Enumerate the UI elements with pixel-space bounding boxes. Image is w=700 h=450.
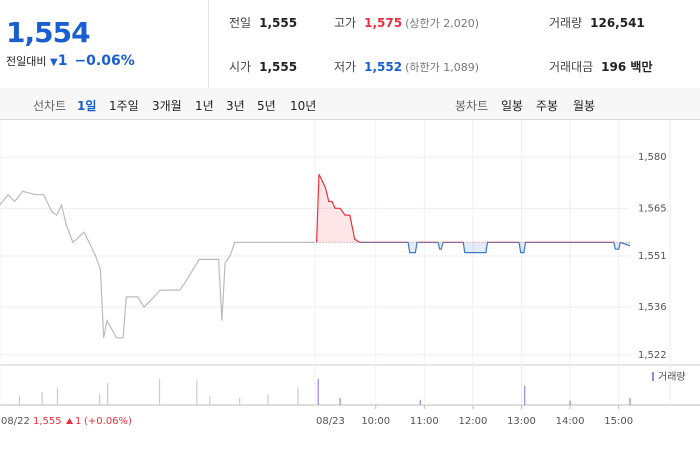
volume-bar [41, 391, 43, 405]
y-tick-label: 1,536 [638, 302, 667, 313]
price-line [0, 190, 315, 339]
volume-bar [158, 378, 161, 405]
stat-label: 저가 [334, 59, 357, 74]
stat-label: 거래대금 [549, 59, 594, 74]
x-tick-label: 10:00 [361, 416, 390, 427]
volume-bar [419, 399, 421, 405]
volume-bar [339, 398, 341, 405]
stat-value: 1,555 [259, 59, 298, 74]
y-tick-label: 1,522 [638, 350, 667, 361]
change-label: 전일대비 [6, 55, 47, 68]
tab-label: 선차트 [33, 99, 67, 113]
price-line-down [316, 242, 631, 254]
volume-bar [209, 396, 211, 405]
stat: 전일 1,555 [229, 14, 297, 31]
change-rate: −0.06% [74, 53, 135, 69]
stat-value: 1,552 [364, 59, 403, 74]
y-tick-label: 1,565 [638, 203, 667, 214]
tab[interactable]: 3년 [226, 99, 245, 113]
change: 전일대비 ▼1 −0.06% [6, 53, 135, 69]
price-line-up [316, 174, 623, 243]
stat-label: 고가 [334, 15, 357, 30]
tab[interactable]: 월봉 [573, 99, 596, 113]
volume-bar [239, 398, 241, 405]
tab[interactable]: 일봉 [501, 99, 524, 113]
x-tick-label: 13:00 [507, 416, 536, 427]
area-down [316, 242, 630, 253]
footer-price: 1,555 [33, 416, 62, 427]
volume-bar [297, 387, 299, 405]
stat-value: 196 백만 [601, 59, 653, 74]
stat-value: 1,575 [364, 15, 403, 30]
footer-rate: (+0.06%) [84, 416, 132, 427]
stat-note: (하한가 1,089) [405, 60, 479, 74]
area-up [316, 174, 630, 243]
price-box: 1,554 전일대비 ▼1 −0.06% [0, 0, 209, 88]
volume-bar [629, 398, 631, 405]
stat-value: 126,541 [590, 15, 645, 30]
tab[interactable]: 1일 [77, 99, 97, 113]
volume-bar [107, 383, 109, 405]
stat: 저가 1,552 (하한가 1,089) [334, 58, 479, 75]
change-value: ▼1 [49, 53, 68, 69]
stat-label: 시가 [229, 59, 252, 74]
volume-bar [524, 385, 526, 405]
tab[interactable]: 10년 [290, 99, 317, 113]
day-label: 08/23 [316, 416, 345, 427]
x-tick-label: 14:00 [556, 416, 585, 427]
volume-bar [317, 378, 319, 405]
day-label: 08/22 [1, 416, 30, 427]
y-tick-label: 1,551 [638, 251, 667, 262]
stats-row: 시가 1,555 저가 1,552 (하한가 1,089) 거래대금 196 백만 [209, 44, 700, 88]
stat-value: 1,555 [259, 15, 298, 30]
volume-bar [569, 400, 571, 405]
volume-bar [196, 380, 198, 405]
tab[interactable]: 1주일 [109, 99, 139, 113]
summary: 1,554 전일대비 ▼1 −0.06% 전일 1,555 고가 1,575 (상한가 … [0, 0, 700, 89]
tab[interactable]: 5년 [257, 99, 276, 113]
stat-note: (상한가 2,020) [405, 16, 479, 30]
stat: 고가 1,575 (상한가 2,020) [334, 14, 479, 31]
volume-bar [99, 394, 101, 405]
x-tick-label: 15:00 [604, 416, 633, 427]
stat: 시가 1,555 [229, 58, 297, 75]
price: 1,554 [6, 16, 91, 49]
up-icon [66, 418, 73, 424]
legend-label: 거래량 [658, 371, 686, 383]
stat-label: 전일 [229, 15, 252, 30]
tab[interactable]: 1년 [195, 99, 214, 113]
tab-label: 봉차트 [455, 99, 489, 113]
tab[interactable]: 주봉 [536, 99, 559, 113]
volume-bar [18, 396, 21, 405]
stat-label: 거래량 [549, 15, 583, 30]
stats-row: 전일 1,555 고가 1,575 (상한가 2,020) 거래량 126,541 [209, 0, 700, 44]
x-tick-label: 11:00 [410, 416, 439, 427]
footer-change: 1 [75, 416, 81, 427]
tab[interactable]: 3개월 [152, 99, 182, 113]
volume-bar [56, 387, 59, 405]
legend-swatch [652, 372, 654, 381]
x-tick-label: 12:00 [458, 416, 487, 427]
volume-bar [267, 394, 269, 405]
change-amount: 1 [57, 53, 68, 69]
tab-bar: 선차트 1일 1주일 3개월 1년 3년 5년 10년 봉차트 일봉 주봉 월봉 [0, 88, 700, 120]
y-tick-label: 1,580 [638, 152, 667, 163]
stat: 거래대금 196 백만 [549, 58, 652, 75]
stat: 거래량 126,541 [549, 14, 645, 31]
